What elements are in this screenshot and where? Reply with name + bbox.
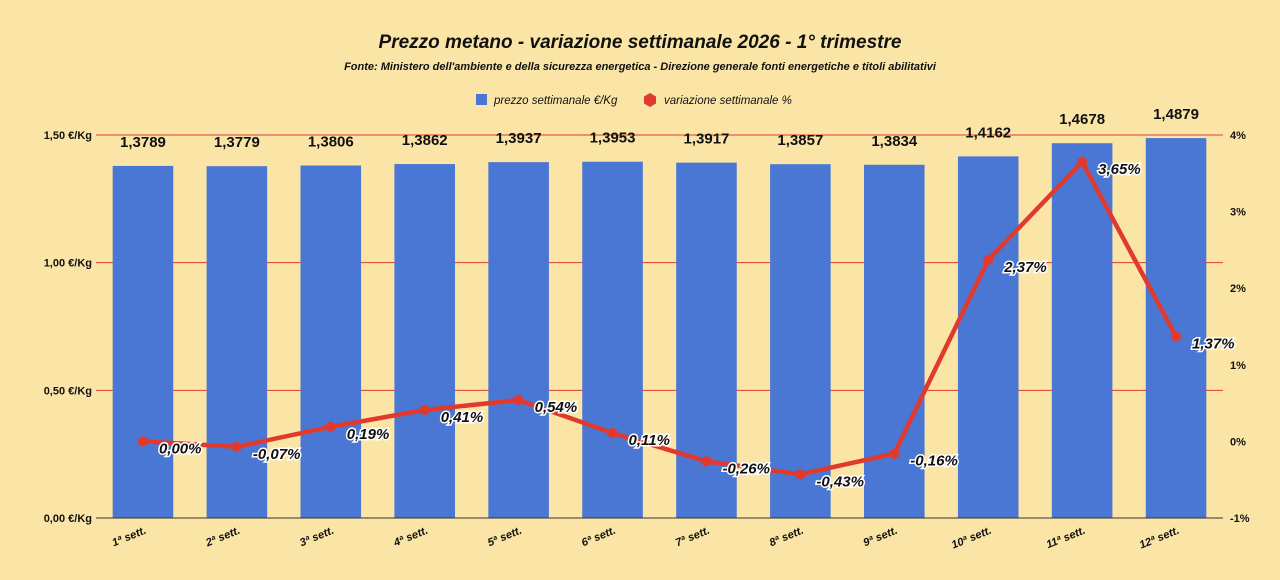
line-point [138,435,148,447]
x-tick-label: 2ª sett. [203,525,242,550]
bar [1051,143,1113,518]
percent-label: 1,37% [1192,335,1235,352]
x-tick-label: 11ª sett. [1045,525,1088,552]
y-left-tick-label: 0,50 €/Kg [44,385,92,397]
bar-value-label: 1,3917 [684,131,730,148]
bar-value-label: 1,3862 [402,132,448,149]
bar-value-label: 1,3937 [496,130,542,147]
y-left-tick-label: 1,50 €/Kg [44,130,92,142]
percent-label: 0,54% [535,399,578,416]
line-point [701,455,712,467]
bar-value-label: 1,4879 [1153,106,1199,123]
percent-label: -0,26% [722,460,770,477]
bar-value-label: 1,3806 [308,133,354,150]
x-tick-label: 7ª sett. [674,525,712,550]
percent-label: 0,41% [441,409,484,426]
x-tick-label: 5ª sett. [486,525,524,550]
percent-labels: 0,00% -0,07% 0,19% 0,41% 0,54% 0,11% -0,26% -0,… [157,159,1236,492]
y-left-tick-label: 0,00 €/Kg [44,513,92,525]
bar [1145,138,1207,518]
bar [300,165,362,518]
legend-swatch-bars [476,94,487,105]
x-tick-label: 4ª sett. [391,525,430,550]
bar [770,164,831,518]
x-axis: 1ª sett. 2ª sett. 3ª sett. 4ª sett. 5ª sett.… [110,525,1181,552]
chart-subtitle: Fonte: Ministero dell'ambiente e della s… [344,61,937,73]
percent-label: 2,37% [1003,259,1047,276]
bar-value-label: 1,4678 [1059,111,1105,128]
bar-labels: 1,3789 1,3779 1,3806 1,3862 1,3937 1,3953 1,39… [120,106,1199,151]
y-right-tick-label: 3% [1230,207,1246,219]
bar-value-label: 1,3857 [777,132,823,149]
line-point [232,441,242,453]
percent-label: 0,19% [347,426,390,443]
line-series [138,156,1181,480]
legend-swatch-line [644,93,656,107]
x-tick-label: 8ª sett. [768,525,806,550]
legend-label-bars: prezzo settimanale €/Kg [493,95,618,107]
bar [206,166,268,518]
chart-title: Prezzo metano - variazione settimanale 2… [379,32,902,53]
percent-label: -0,16% [910,453,958,470]
bar [582,161,643,518]
y-right-tick-label: 4% [1230,130,1246,142]
bar-value-label: 1,3953 [590,130,636,147]
line-point [983,254,993,266]
y-right-tick-label: -1% [1230,513,1250,525]
y-right-tick-label: 0% [1230,436,1246,448]
y-right-tick-label: 2% [1230,283,1246,295]
x-tick-label: 1ª sett. [110,525,148,550]
line-point [419,404,430,416]
y-right-tick-label: 1% [1230,360,1246,372]
bar-value-label: 1,4162 [965,124,1011,141]
percent-label: 0,00% [159,440,202,457]
line-point [1171,331,1181,342]
x-tick-label: 12ª sett. [1138,525,1181,552]
percent-label: -0,07% [253,446,301,463]
line-point [326,421,336,433]
line-point [1077,156,1087,168]
line-point [889,448,900,460]
percent-label: 3,65% [1098,161,1141,178]
x-tick-label: 6ª sett. [580,525,618,550]
line-point [513,394,524,406]
percent-label: -0,43% [816,473,864,490]
gridlines [96,134,1223,391]
variation-line [140,159,1179,477]
percent-label: 0,11% [629,432,670,449]
line-point [795,468,806,480]
y-left-tick-label: 1,00 €/Kg [44,258,92,270]
x-tick-label: 9ª sett. [862,525,900,550]
y-axis-right: -1% 0% 1% 2% 3% 4% [1230,130,1250,525]
legend: prezzo settimanale €/Kg variazione setti… [476,93,792,107]
bar [957,156,1019,519]
x-tick-label: 3ª sett. [298,525,336,550]
line-point [607,427,618,439]
bar-value-label: 1,3779 [214,134,260,151]
bar [112,165,174,518]
bar-value-label: 1,3789 [120,134,166,151]
bar [394,164,455,518]
x-tick-label: 10ª sett. [950,525,993,552]
bar-value-label: 1,3834 [871,133,918,150]
legend-label-line: variazione settimanale % [664,95,792,107]
y-axis-left: 0,00 €/Kg 0,50 €/Kg 1,00 €/Kg 1,50 €/Kg [44,130,92,525]
bar [488,162,549,518]
